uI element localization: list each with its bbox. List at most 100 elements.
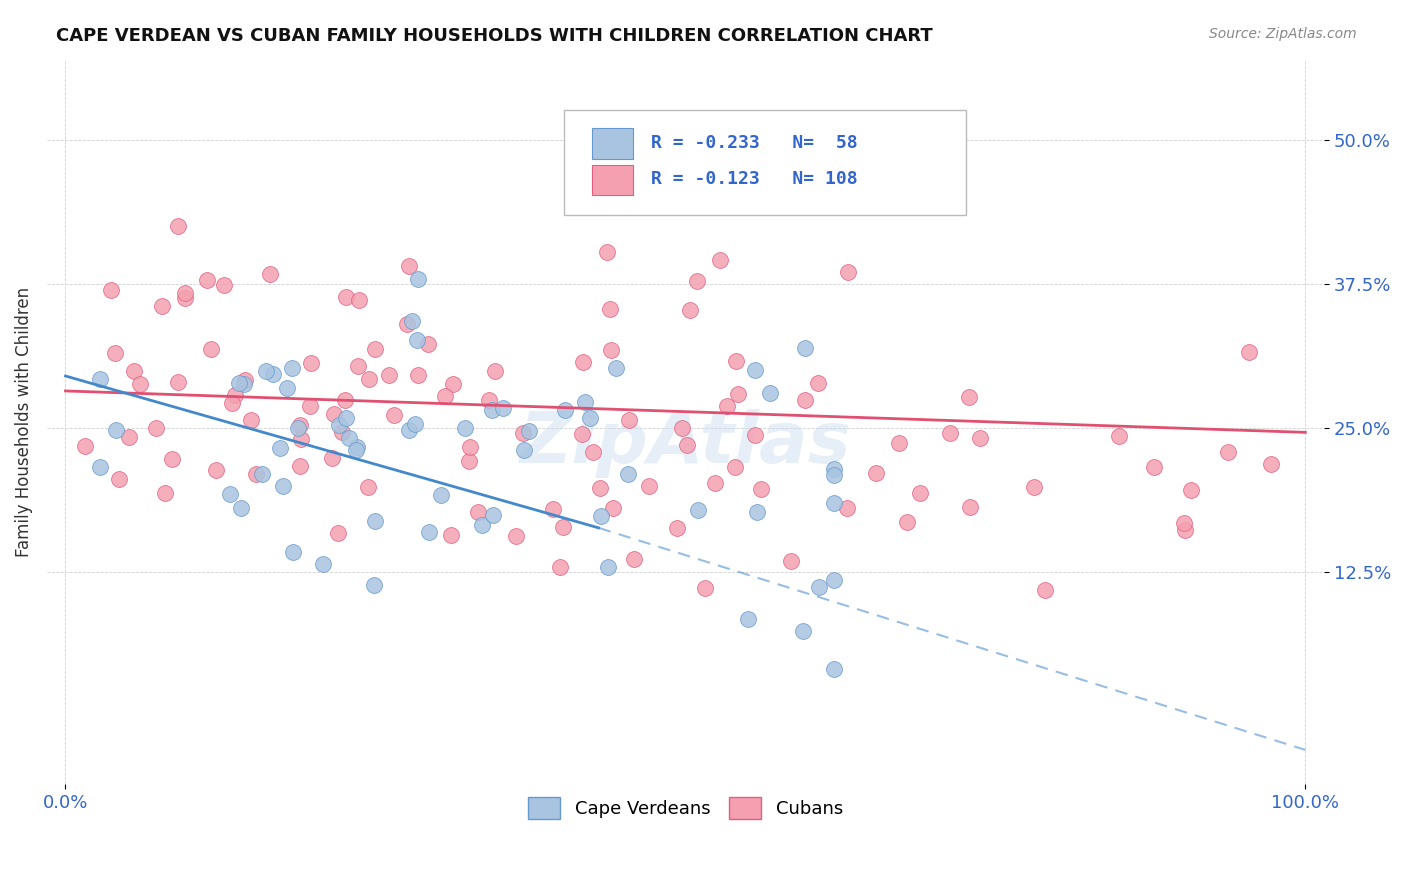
Point: [1033, 583, 1056, 598]
Point: [254, 364, 277, 378]
Point: [346, 359, 368, 373]
Point: [262, 368, 284, 382]
Point: [173, 286, 195, 301]
Point: [357, 372, 380, 386]
Point: [232, 376, 254, 391]
Point: [807, 376, 830, 391]
Point: [602, 501, 624, 516]
Point: [737, 612, 759, 626]
FancyBboxPatch shape: [592, 128, 633, 159]
Point: [591, 509, 613, 524]
Point: [808, 580, 831, 594]
Point: [517, 424, 540, 438]
Point: [118, 430, 141, 444]
Point: [957, 390, 980, 404]
Point: [1143, 459, 1166, 474]
Point: [686, 273, 709, 287]
Point: [418, 524, 440, 539]
Point: [231, 500, 253, 515]
Point: [471, 517, 494, 532]
Point: [288, 417, 311, 432]
Point: [335, 393, 357, 408]
Point: [200, 342, 222, 356]
Y-axis label: Family Households with Children: Family Households with Children: [15, 287, 32, 558]
Point: [108, 472, 131, 486]
Point: [676, 438, 699, 452]
Point: [793, 392, 815, 407]
Point: [145, 420, 167, 434]
Point: [245, 467, 267, 481]
Point: [224, 388, 246, 402]
Point: [543, 502, 565, 516]
Point: [574, 394, 596, 409]
Point: [579, 411, 602, 425]
Point: [339, 431, 361, 445]
Point: [637, 479, 659, 493]
Point: [887, 436, 910, 450]
Point: [617, 467, 640, 481]
Point: [363, 577, 385, 591]
Point: [749, 482, 772, 496]
Text: Source: ZipAtlas.com: Source: ZipAtlas.com: [1209, 27, 1357, 41]
Point: [823, 462, 845, 476]
Point: [104, 423, 127, 437]
Point: [281, 545, 304, 559]
Point: [269, 442, 291, 456]
Point: [89, 460, 111, 475]
Point: [572, 355, 595, 369]
Point: [492, 401, 515, 415]
Point: [969, 431, 991, 445]
Point: [724, 460, 747, 475]
Point: [104, 345, 127, 359]
Point: [259, 268, 281, 282]
Point: [481, 402, 503, 417]
Point: [89, 372, 111, 386]
Point: [595, 244, 617, 259]
Point: [330, 425, 353, 439]
Point: [440, 527, 463, 541]
Point: [467, 505, 489, 519]
Point: [513, 442, 536, 457]
Point: [416, 336, 439, 351]
Point: [823, 496, 845, 510]
Text: CAPE VERDEAN VS CUBAN FAMILY HOUSEHOLDS WITH CHILDREN CORRELATION CHART: CAPE VERDEAN VS CUBAN FAMILY HOUSEHOLDS …: [56, 27, 934, 45]
Point: [218, 487, 240, 501]
Point: [959, 500, 981, 515]
Point: [271, 479, 294, 493]
Point: [377, 368, 399, 382]
Point: [600, 343, 623, 357]
Point: [326, 525, 349, 540]
Point: [744, 427, 766, 442]
Point: [364, 514, 387, 528]
Point: [1216, 445, 1239, 459]
Point: [709, 252, 731, 267]
Point: [346, 440, 368, 454]
Point: [482, 508, 505, 523]
Point: [554, 403, 576, 417]
Text: ZipAtlas: ZipAtlas: [520, 409, 851, 478]
Point: [703, 476, 725, 491]
Point: [865, 466, 887, 480]
Point: [430, 488, 453, 502]
Point: [744, 363, 766, 377]
Point: [727, 386, 749, 401]
Point: [589, 481, 612, 495]
Point: [596, 559, 619, 574]
Point: [195, 273, 218, 287]
Point: [548, 560, 571, 574]
Point: [321, 451, 343, 466]
Point: [406, 368, 429, 383]
Text: R = -0.123   N= 108: R = -0.123 N= 108: [651, 170, 858, 188]
Point: [835, 501, 858, 516]
Point: [312, 557, 335, 571]
Point: [484, 364, 506, 378]
Point: [299, 400, 322, 414]
Point: [1108, 429, 1130, 443]
Point: [122, 364, 145, 378]
Point: [1174, 524, 1197, 538]
Point: [357, 479, 380, 493]
Point: [100, 283, 122, 297]
Point: [212, 278, 235, 293]
Point: [725, 354, 748, 368]
Point: [233, 373, 256, 387]
